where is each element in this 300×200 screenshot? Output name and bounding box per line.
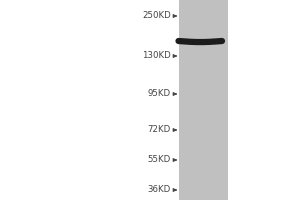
Text: 95KD: 95KD [148, 90, 171, 98]
Text: 36KD: 36KD [148, 186, 171, 194]
Text: 130KD: 130KD [142, 51, 171, 60]
Bar [178, 0, 228, 200]
Text: 72KD: 72KD [148, 126, 171, 134]
Text: 55KD: 55KD [148, 156, 171, 164]
Text: 250KD: 250KD [142, 11, 171, 21]
